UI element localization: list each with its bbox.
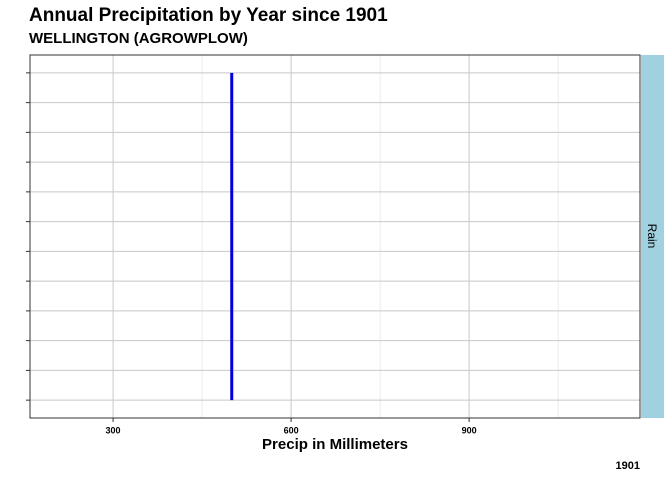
chart-subtitle: WELLINGTON (AGROWPLOW) — [29, 30, 248, 47]
x-tick-label: 900 — [462, 425, 477, 435]
facet-label: Rain — [645, 224, 659, 249]
x-tick-label: 300 — [106, 425, 121, 435]
facet-strip — [641, 55, 664, 418]
chart-title: Annual Precipitation by Year since 1901 — [29, 5, 388, 26]
x-tick-label: 600 — [284, 425, 299, 435]
caption: 1901 — [616, 460, 640, 472]
x-axis-title: Precip in Millimeters — [262, 436, 408, 453]
panel-border — [29, 54, 641, 419]
